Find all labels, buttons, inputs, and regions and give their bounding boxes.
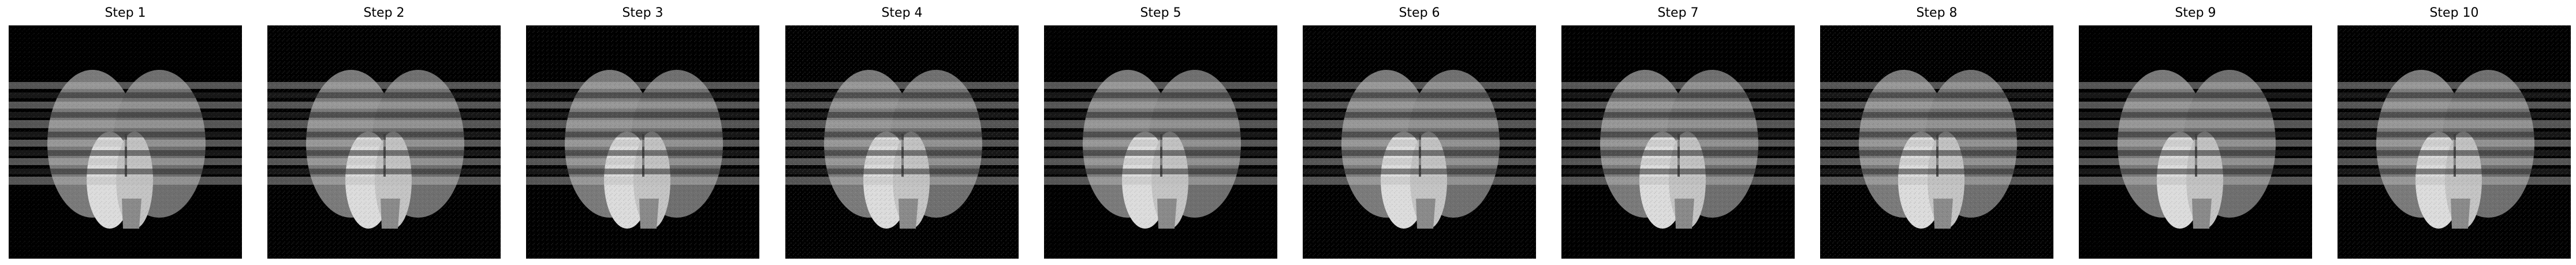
panel-title: Step 10: [2429, 6, 2479, 20]
panel-title: Step 7: [1657, 6, 1699, 20]
noise-overlay: [1044, 25, 1277, 259]
phantom-image: [2338, 25, 2571, 259]
noise-overlay: [9, 25, 242, 259]
panel-title: Step 4: [881, 6, 923, 20]
panel-step-8: Step 8: [1820, 0, 2053, 265]
phantom-image: [1561, 25, 1795, 259]
phantom-image: [526, 25, 759, 259]
panel-step-2: Step 2: [267, 0, 501, 265]
panel-title: Step 6: [1399, 6, 1440, 20]
panel-title: Step 5: [1140, 6, 1181, 20]
phantom-image: [2079, 25, 2312, 259]
phantom-image: [9, 25, 242, 259]
noise-overlay: [1303, 25, 1536, 259]
noise-overlay: [1561, 25, 1795, 259]
noise-overlay: [1820, 25, 2053, 259]
panel-step-10: Step 10: [2338, 0, 2571, 265]
panel-title: Step 8: [1916, 6, 1958, 20]
noise-overlay: [785, 25, 1019, 259]
phantom-image: [1044, 25, 1277, 259]
noise-overlay: [526, 25, 759, 259]
panel-title: Step 9: [2175, 6, 2216, 20]
panel-step-4: Step 4: [785, 0, 1019, 265]
noise-overlay: [2338, 25, 2571, 259]
panel-title: Step 1: [105, 6, 146, 20]
phantom-image: [1303, 25, 1536, 259]
panel-step-5: Step 5: [1044, 0, 1277, 265]
phantom-image: [1820, 25, 2053, 259]
panel-step-1: Step 1: [9, 0, 242, 265]
panel-title: Step 3: [622, 6, 663, 20]
panel-step-3: Step 3: [526, 0, 759, 265]
panel-step-9: Step 9: [2079, 0, 2312, 265]
panel-step-6: Step 6: [1303, 0, 1536, 265]
panel-step-7: Step 7: [1561, 0, 1795, 265]
phantom-image: [267, 25, 501, 259]
phantom-image: [785, 25, 1019, 259]
noise-overlay: [2079, 25, 2312, 259]
noise-overlay: [267, 25, 501, 259]
panel-title: Step 2: [363, 6, 405, 20]
